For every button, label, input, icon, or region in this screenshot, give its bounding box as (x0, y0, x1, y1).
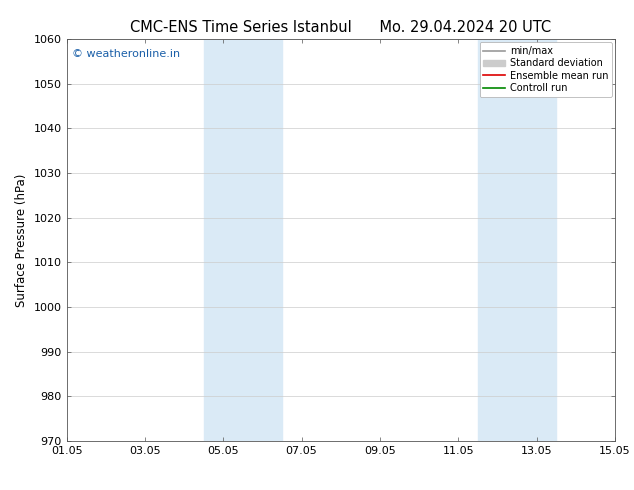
Bar (204, 39, 282, 441)
Legend: min/max, Standard deviation, Ensemble mean run, Controll run: min/max, Standard deviation, Ensemble me… (479, 42, 612, 97)
Bar (478, 39, 556, 441)
Y-axis label: Surface Pressure (hPa): Surface Pressure (hPa) (15, 173, 28, 307)
Title: CMC-ENS Time Series Istanbul      Mo. 29.04.2024 20 UTC: CMC-ENS Time Series Istanbul Mo. 29.04.2… (130, 20, 552, 35)
Text: © weatheronline.in: © weatheronline.in (72, 49, 180, 59)
